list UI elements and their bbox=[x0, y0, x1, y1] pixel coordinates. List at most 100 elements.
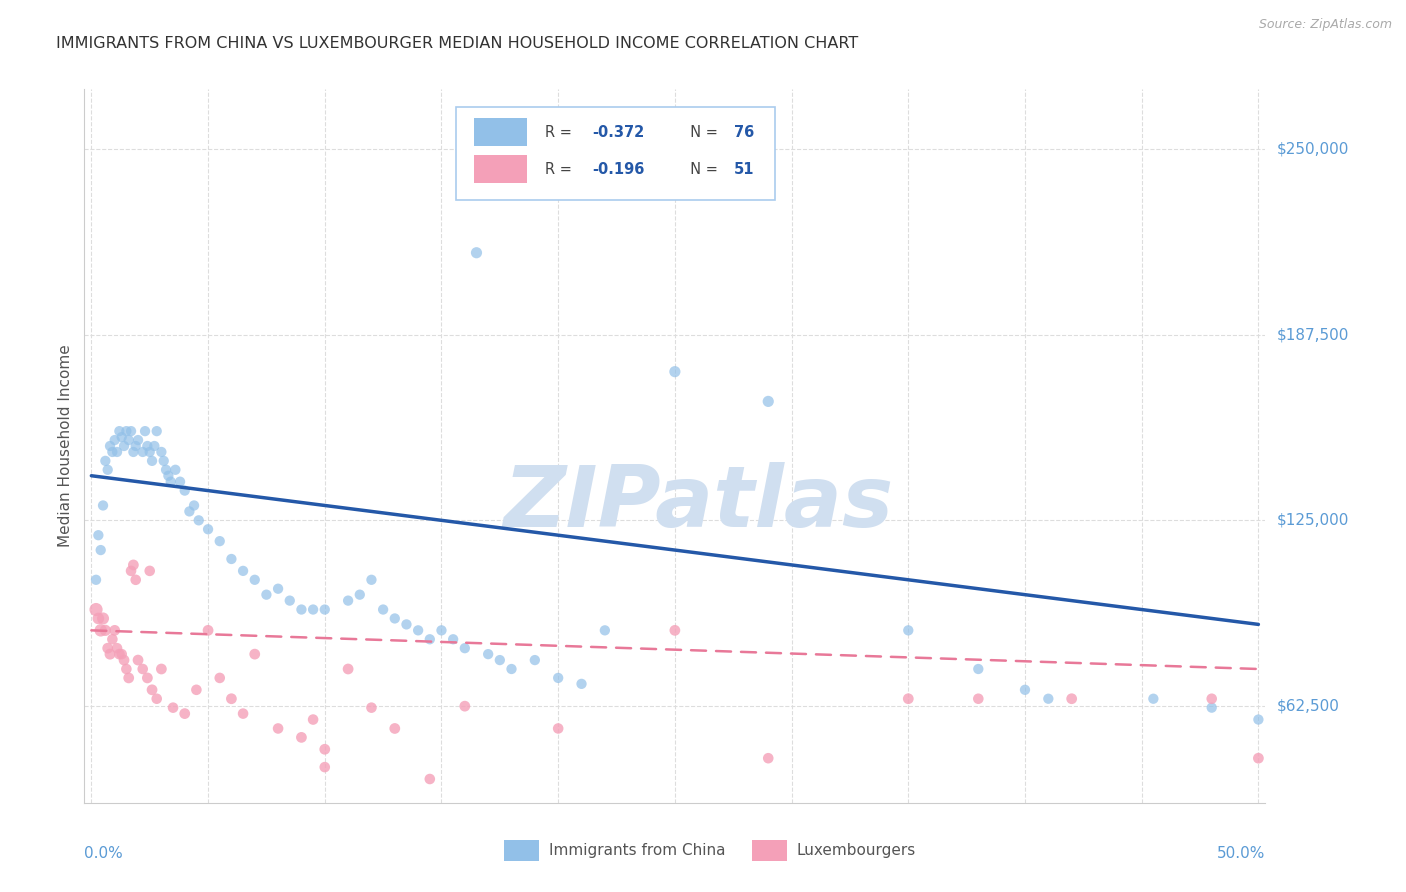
Point bbox=[1142, 691, 1164, 706]
Point bbox=[1060, 691, 1083, 706]
Point bbox=[104, 433, 127, 447]
Point bbox=[395, 617, 418, 632]
Point bbox=[441, 632, 464, 647]
Text: $187,500: $187,500 bbox=[1277, 327, 1348, 342]
Point bbox=[136, 439, 159, 453]
Point bbox=[141, 682, 163, 697]
Point bbox=[94, 624, 117, 638]
Point bbox=[179, 504, 201, 518]
Point bbox=[122, 445, 145, 459]
Text: $250,000: $250,000 bbox=[1277, 141, 1348, 156]
Point bbox=[118, 671, 141, 685]
Point bbox=[571, 677, 593, 691]
Point bbox=[125, 439, 148, 453]
Point bbox=[243, 573, 266, 587]
Bar bbox=[503, 840, 538, 862]
Text: -0.196: -0.196 bbox=[592, 161, 644, 177]
Point bbox=[87, 611, 110, 625]
Point bbox=[112, 653, 135, 667]
Point bbox=[1201, 700, 1223, 714]
Point bbox=[360, 573, 382, 587]
Point bbox=[101, 445, 124, 459]
Y-axis label: Median Household Income: Median Household Income bbox=[58, 344, 73, 548]
Point bbox=[232, 706, 254, 721]
Text: 51: 51 bbox=[734, 161, 755, 177]
Point bbox=[523, 653, 546, 667]
Point bbox=[152, 454, 174, 468]
Point bbox=[173, 706, 195, 721]
Point bbox=[150, 445, 173, 459]
Point bbox=[101, 632, 124, 647]
Point bbox=[143, 439, 166, 453]
Point bbox=[1038, 691, 1060, 706]
Point bbox=[120, 424, 142, 438]
Point bbox=[290, 602, 312, 616]
Point bbox=[125, 573, 148, 587]
Text: ZIPatlas: ZIPatlas bbox=[503, 461, 894, 545]
Point bbox=[115, 662, 138, 676]
Point bbox=[134, 424, 156, 438]
Point bbox=[197, 624, 219, 638]
Point bbox=[967, 662, 990, 676]
Point bbox=[360, 700, 382, 714]
Point bbox=[337, 593, 360, 607]
Text: R =: R = bbox=[546, 161, 576, 177]
Text: Immigrants from China: Immigrants from China bbox=[548, 843, 725, 858]
Point bbox=[165, 463, 187, 477]
Point bbox=[91, 611, 114, 625]
Point bbox=[278, 593, 301, 607]
Point bbox=[127, 653, 149, 667]
Point bbox=[267, 722, 290, 736]
Point bbox=[183, 499, 205, 513]
Point bbox=[132, 662, 155, 676]
Point bbox=[173, 483, 195, 498]
Point bbox=[314, 760, 336, 774]
Point bbox=[208, 534, 231, 549]
Text: $125,000: $125,000 bbox=[1277, 513, 1348, 528]
Point bbox=[98, 647, 121, 661]
Point bbox=[138, 564, 160, 578]
Point bbox=[159, 475, 181, 489]
Point bbox=[122, 558, 145, 572]
Point bbox=[465, 245, 488, 260]
Point bbox=[371, 602, 394, 616]
Point bbox=[1247, 713, 1270, 727]
Point bbox=[157, 468, 180, 483]
Point bbox=[87, 528, 110, 542]
Text: IMMIGRANTS FROM CHINA VS LUXEMBOURGER MEDIAN HOUSEHOLD INCOME CORRELATION CHART: IMMIGRANTS FROM CHINA VS LUXEMBOURGER ME… bbox=[56, 36, 859, 51]
Text: -0.372: -0.372 bbox=[592, 125, 644, 139]
Point bbox=[169, 475, 191, 489]
Point bbox=[141, 454, 163, 468]
Point bbox=[1201, 691, 1223, 706]
Point bbox=[97, 641, 120, 656]
Text: Source: ZipAtlas.com: Source: ZipAtlas.com bbox=[1258, 18, 1392, 31]
Point bbox=[897, 691, 920, 706]
Point bbox=[221, 552, 243, 566]
Point bbox=[419, 632, 441, 647]
Bar bbox=[752, 840, 787, 862]
Bar bbox=[474, 118, 527, 146]
Point bbox=[108, 647, 131, 661]
Point bbox=[314, 602, 336, 616]
Point bbox=[756, 751, 779, 765]
Text: 50.0%: 50.0% bbox=[1218, 846, 1265, 861]
Point bbox=[430, 624, 453, 638]
Point bbox=[112, 439, 135, 453]
Point bbox=[118, 433, 141, 447]
Point bbox=[267, 582, 290, 596]
Point bbox=[501, 662, 523, 676]
Point bbox=[90, 543, 112, 558]
Point bbox=[132, 445, 155, 459]
Text: N =: N = bbox=[681, 161, 723, 177]
Point bbox=[90, 624, 112, 638]
Point bbox=[111, 430, 134, 444]
Point bbox=[454, 699, 477, 714]
Point bbox=[197, 522, 219, 536]
Point bbox=[150, 662, 173, 676]
Point bbox=[1247, 751, 1270, 765]
Point bbox=[84, 573, 107, 587]
Point bbox=[419, 772, 441, 786]
Point bbox=[155, 463, 177, 477]
Point bbox=[84, 602, 107, 616]
Point bbox=[221, 691, 243, 706]
